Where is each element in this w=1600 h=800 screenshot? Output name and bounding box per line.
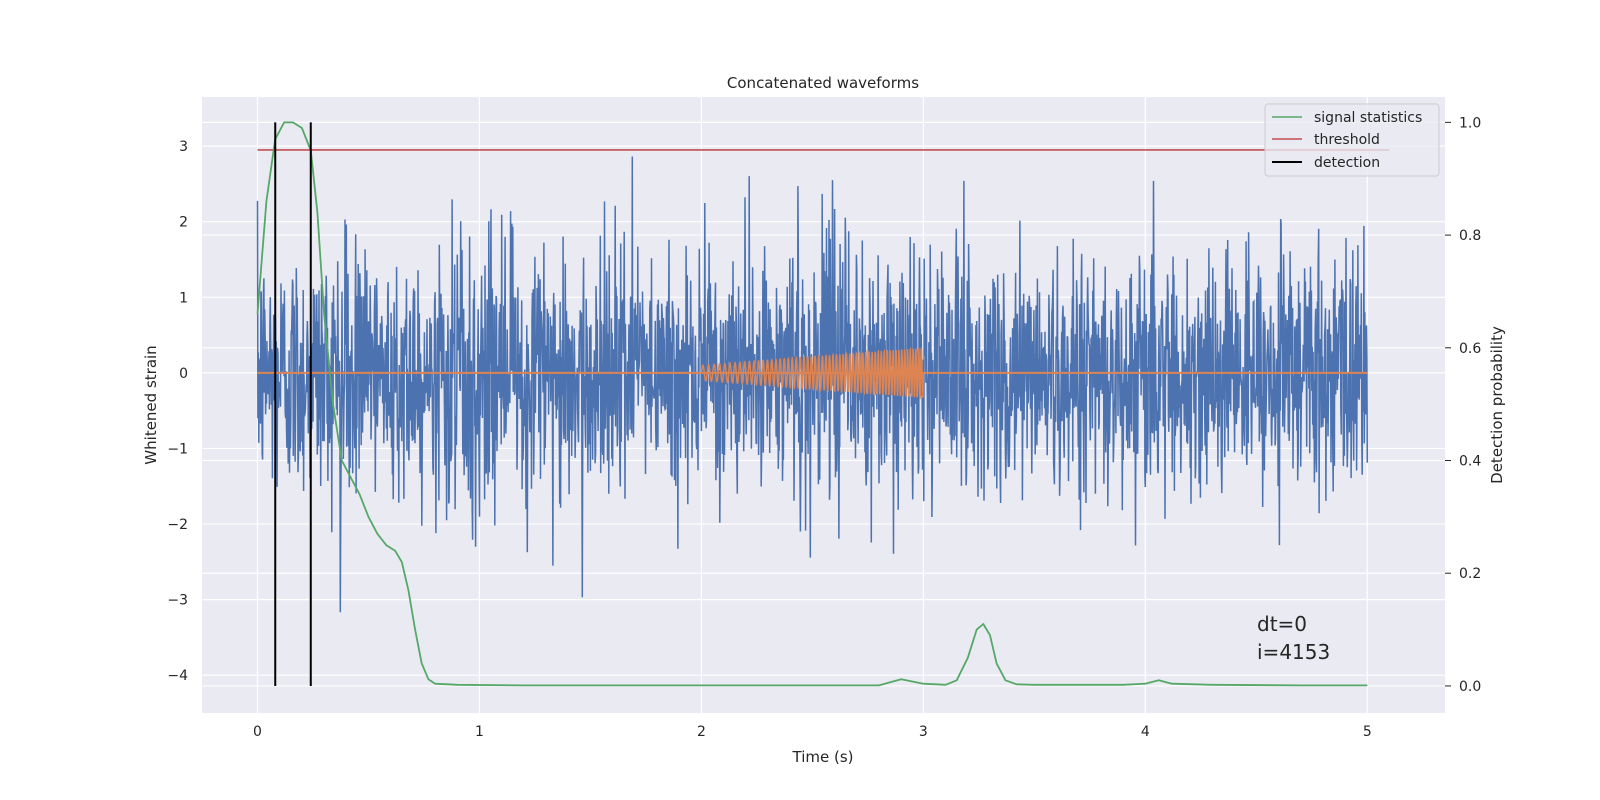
ticks: 0 1 2 3 4 5 −4 −3 −2 −1 0 1 2 3 0.0 0.2 0.4 0.6 0.8 1.0 [167, 115, 1481, 740]
x-axis-label: Time (s) [792, 748, 854, 766]
y2-axis-label: Detection probability [1488, 326, 1506, 484]
y-tick-label: 3 [179, 139, 188, 155]
legend-label-detection: detection [1314, 155, 1380, 171]
x-tick-label: 5 [1363, 724, 1372, 740]
y2-tick-label: 0.0 [1459, 679, 1481, 695]
series-detection [274, 122, 312, 686]
x-tick-label: 0 [253, 724, 262, 740]
legend-label-threshold: threshold [1314, 132, 1380, 148]
y2-tick-label: 1.0 [1459, 115, 1481, 131]
y2-tick-label: 0.4 [1459, 454, 1481, 470]
annotation-dt: dt=0 [1257, 612, 1307, 636]
y2-tick-label: 0.6 [1459, 341, 1481, 357]
legend-box [1264, 103, 1440, 177]
annotation-index: i=4153 [1257, 640, 1330, 664]
signal-statistics-line [256, 121, 1368, 687]
series-signal-statistics [256, 121, 1368, 687]
y-tick-label: −3 [167, 593, 188, 609]
legend: signal statistics threshold detection [1264, 103, 1440, 177]
chirp-line [700, 346, 925, 400]
series-injected-chirp [257, 346, 1368, 400]
x-tick-label: 4 [1141, 724, 1150, 740]
y2-tick-label: 0.2 [1459, 566, 1481, 582]
chart-title: Concatenated waveforms [727, 74, 919, 92]
y-tick-label: 0 [179, 366, 188, 382]
y-axis-label: Whitened strain [142, 345, 160, 464]
y-tick-label: 1 [179, 290, 188, 306]
x-tick-label: 2 [697, 724, 706, 740]
x-tick-label: 1 [475, 724, 484, 740]
y-tick-label: 2 [179, 215, 188, 231]
y-tick-label: −2 [167, 517, 188, 533]
y2-tick-label: 0.8 [1459, 228, 1481, 244]
y-tick-label: −4 [167, 668, 188, 684]
legend-label-signal-statistics: signal statistics [1314, 110, 1422, 126]
x-tick-label: 3 [919, 724, 928, 740]
y-tick-label: −1 [167, 441, 188, 457]
